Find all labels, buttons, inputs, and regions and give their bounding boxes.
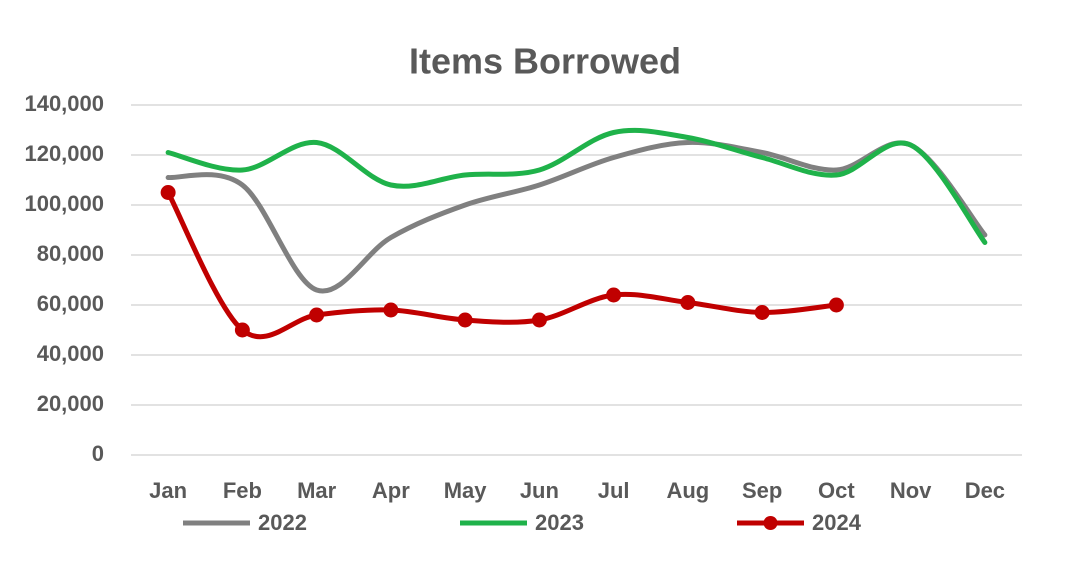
y-tick-label: 20,000 xyxy=(37,391,104,416)
data-point xyxy=(383,302,399,318)
y-tick-label: 100,000 xyxy=(24,191,104,216)
data-point xyxy=(531,312,547,328)
data-point xyxy=(754,305,770,320)
x-tick-label: Jan xyxy=(149,478,187,503)
chart-title: Items Borrowed xyxy=(409,41,681,82)
x-tick-label: May xyxy=(444,478,488,503)
x-tick-label: Dec xyxy=(965,478,1005,503)
x-tick-label: Jul xyxy=(598,478,630,503)
legend-label: 2023 xyxy=(535,510,584,535)
series-line xyxy=(165,190,839,340)
data-point xyxy=(234,322,250,338)
legend-marker xyxy=(763,516,778,530)
y-tick-label: 80,000 xyxy=(37,241,104,266)
series-line xyxy=(165,139,988,294)
y-tick-label: 140,000 xyxy=(24,91,104,116)
x-tick-label: Oct xyxy=(818,478,855,503)
x-tick-label: Sep xyxy=(742,478,782,503)
x-tick-label: Feb xyxy=(223,478,262,503)
y-tick-label: 0 xyxy=(92,441,104,466)
series-line xyxy=(165,127,988,245)
legend-label: 2022 xyxy=(258,510,307,535)
x-tick-label: Nov xyxy=(890,478,932,503)
data-point xyxy=(606,287,622,303)
x-tick-label: Apr xyxy=(372,478,410,503)
x-tick-label: Mar xyxy=(297,478,337,503)
data-point xyxy=(309,307,325,323)
data-point xyxy=(680,295,696,310)
x-tick-label: Aug xyxy=(666,478,709,503)
y-tick-label: 120,000 xyxy=(24,141,104,166)
legend-label: 2024 xyxy=(812,510,862,535)
data-point xyxy=(457,312,473,328)
data-point xyxy=(828,297,844,313)
x-tick-label: Jun xyxy=(520,478,559,503)
data-point xyxy=(160,185,176,200)
y-tick-label: 60,000 xyxy=(37,291,104,316)
y-tick-label: 40,000 xyxy=(37,341,104,366)
